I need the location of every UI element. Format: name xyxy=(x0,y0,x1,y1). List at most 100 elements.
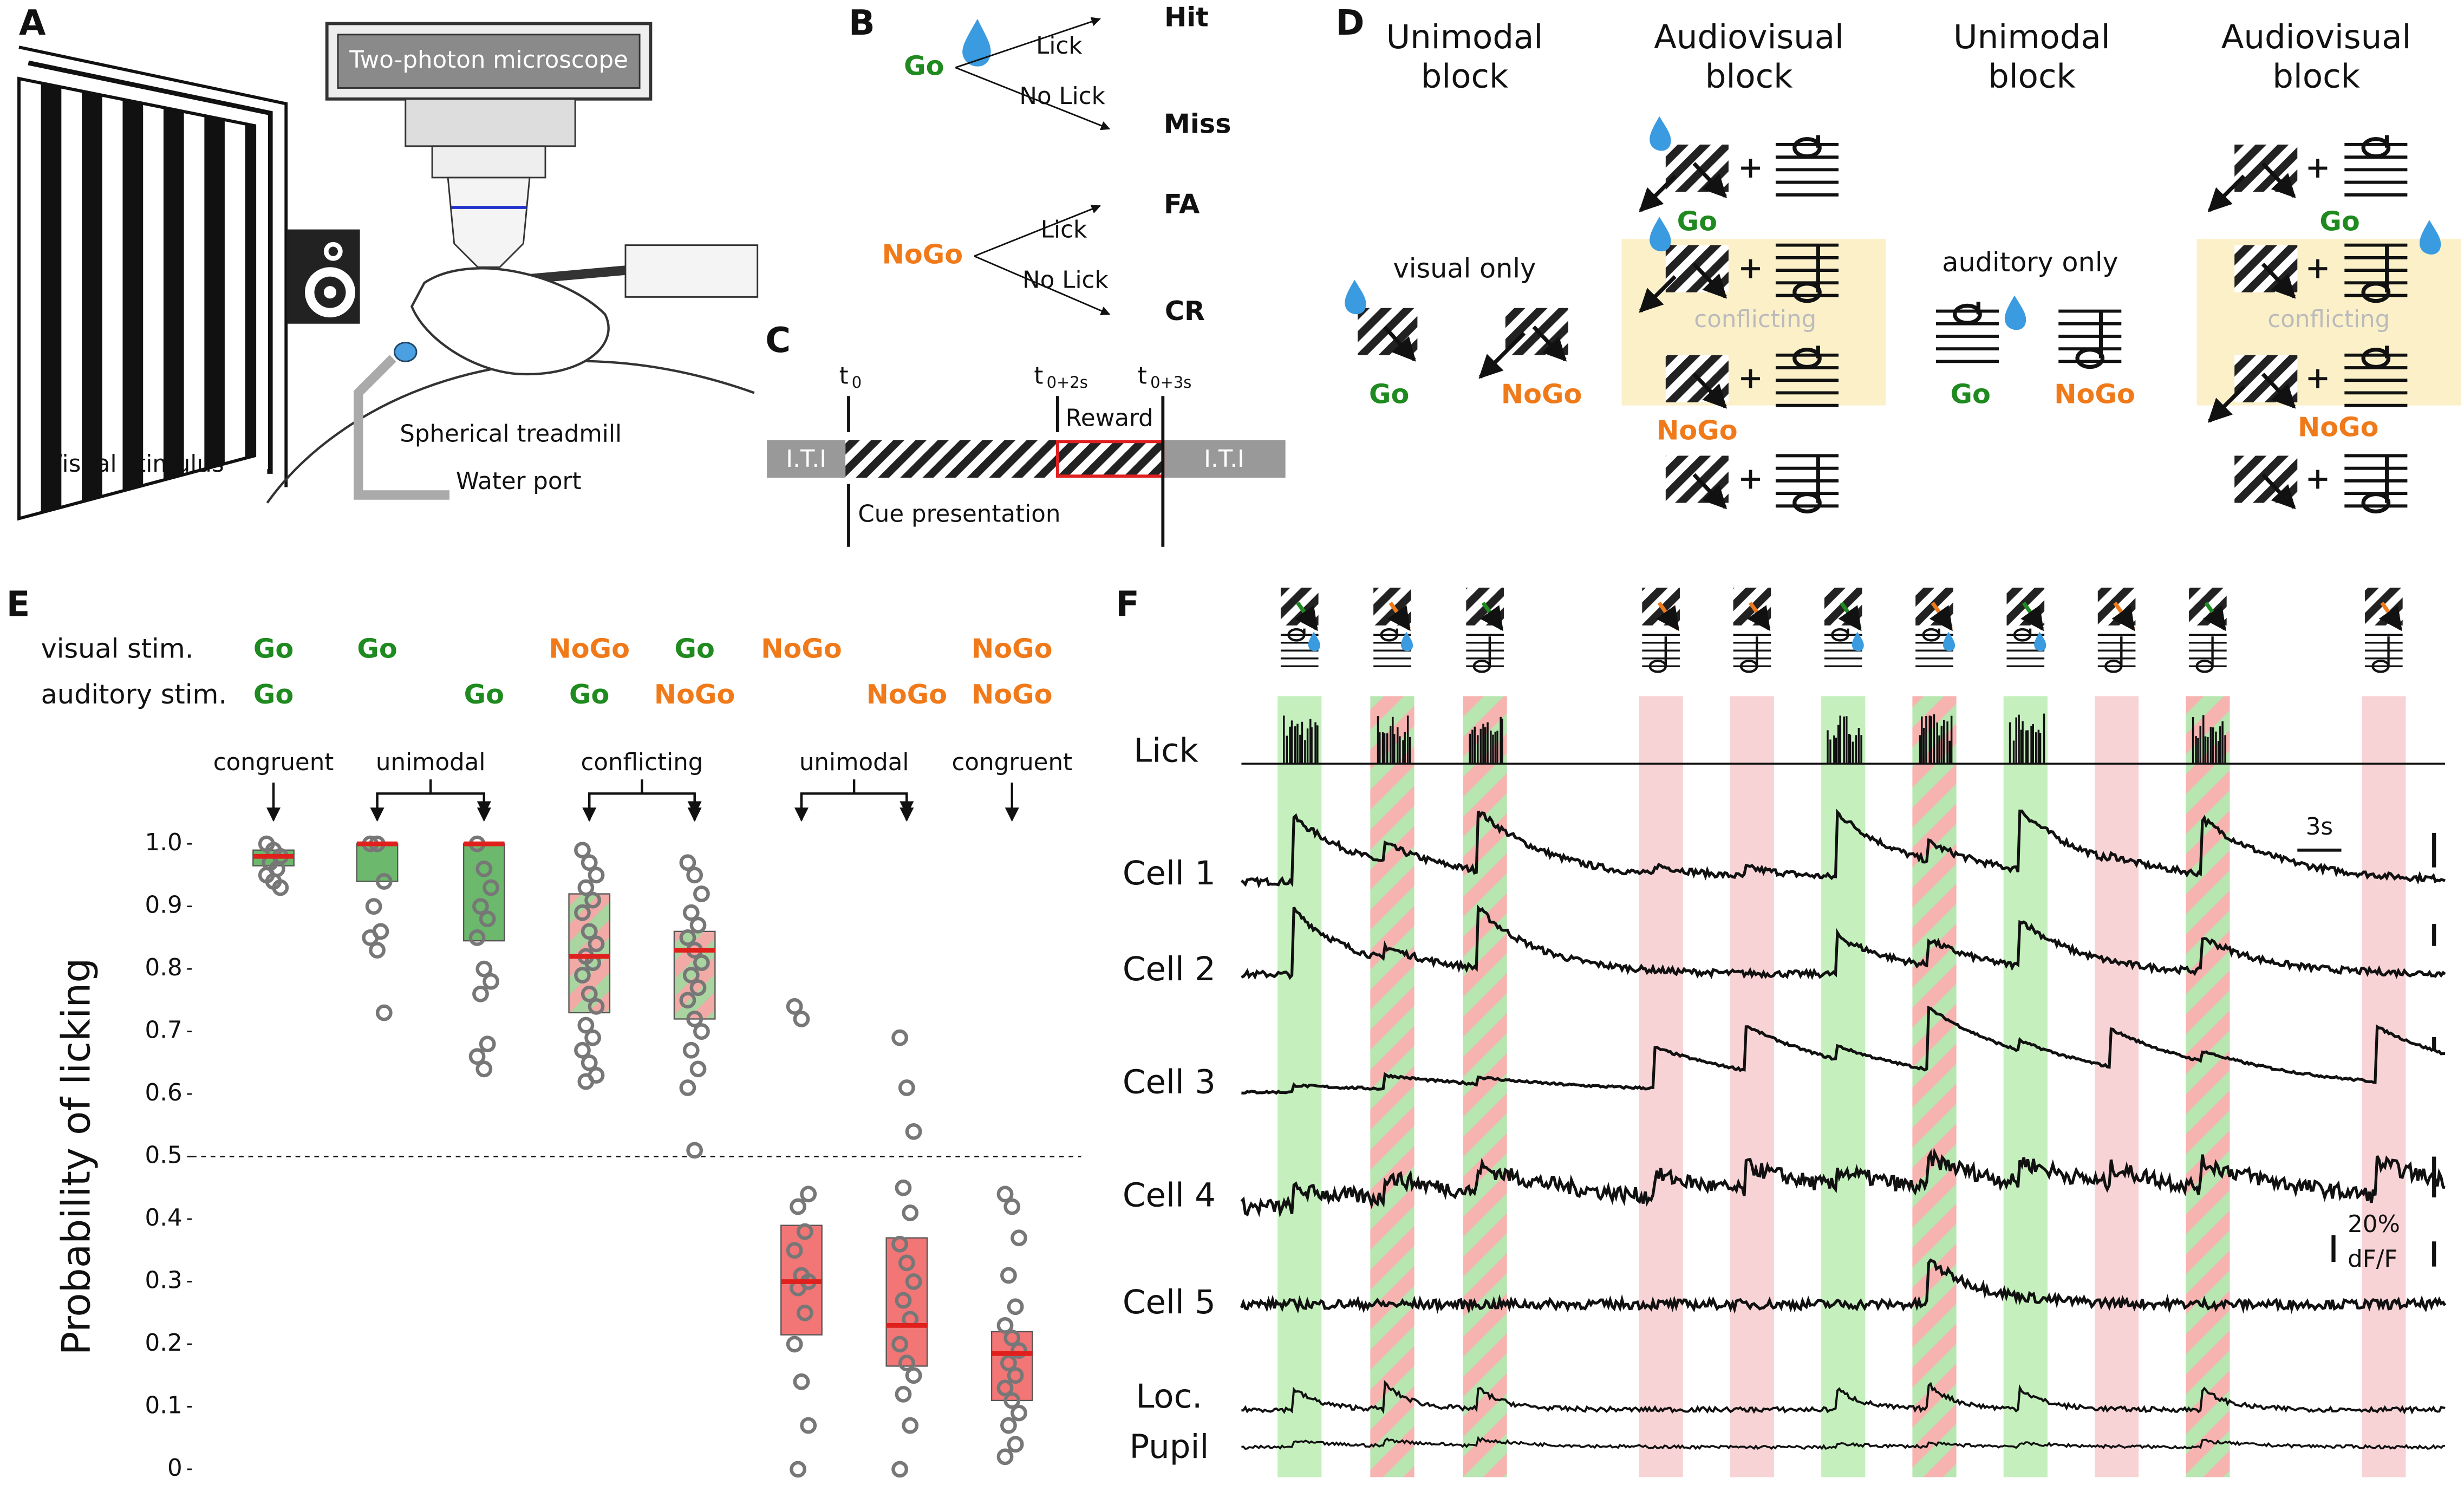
data-point xyxy=(891,1029,908,1046)
arrow xyxy=(2378,601,2403,631)
data-point xyxy=(996,1448,1014,1466)
data-point xyxy=(786,998,803,1015)
note xyxy=(2371,659,2390,673)
trial-shade xyxy=(2186,696,2230,1477)
data-point xyxy=(682,1041,700,1059)
data-point xyxy=(895,1179,912,1196)
panel-f: F Lick Cell 1 Cell 2 Cell 3 Cell 4 Cell 5 Loc.… xyxy=(1116,585,2447,1477)
go-nogo-label: Go xyxy=(2319,206,2359,237)
go-label: Go xyxy=(904,50,944,81)
panel-label: A xyxy=(19,3,46,43)
nogo-label: NoGo xyxy=(882,238,963,270)
label: t xyxy=(839,362,849,389)
panel-e: E visual stim. auditory stim. Probabilit… xyxy=(6,585,1081,1482)
data-point xyxy=(468,1048,486,1065)
block-title: block xyxy=(1705,57,1793,96)
arrow xyxy=(1692,373,1728,409)
drop xyxy=(2004,295,2026,330)
df-scale-label: dF/F xyxy=(2348,1246,2397,1273)
trace-label: Cell 5 xyxy=(1123,1283,1216,1321)
arrow xyxy=(2207,385,2246,423)
label: Spherical treadmill xyxy=(400,421,622,448)
label: Two-photon microscope xyxy=(349,47,628,74)
go-nogo-label: Go xyxy=(1677,206,1717,237)
stim-label: NoGo xyxy=(866,679,948,710)
data-point xyxy=(679,992,696,1009)
cell-trace xyxy=(1241,1006,2446,1095)
arrow xyxy=(1478,331,1526,379)
drop xyxy=(1650,217,1671,252)
row-label: visual stim. xyxy=(41,633,194,665)
arrow xyxy=(1692,262,1728,299)
data-point xyxy=(588,935,605,953)
stim-label: NoGo xyxy=(972,633,1053,665)
stim-label: NoGo xyxy=(549,633,630,665)
data-point xyxy=(479,1035,496,1053)
block-title: Unimodal xyxy=(1386,18,1543,56)
data-point xyxy=(686,1142,703,1159)
data-point xyxy=(996,1379,1014,1397)
data-point xyxy=(898,1079,915,1096)
lick-trace xyxy=(1241,713,2446,765)
note xyxy=(1953,303,1982,325)
data-point xyxy=(375,873,393,890)
data-point xyxy=(272,879,289,896)
data-point xyxy=(1003,1392,1021,1409)
data-point xyxy=(793,1373,810,1390)
data-point xyxy=(362,929,379,946)
arrow xyxy=(1480,601,1504,631)
group-label: congruent xyxy=(213,749,334,776)
block-title: block xyxy=(1988,57,2076,96)
data-point xyxy=(483,973,499,990)
go-nogo-label: NoGo xyxy=(2054,379,2135,410)
panel-label: C xyxy=(765,321,791,361)
data-point xyxy=(1000,1417,1017,1434)
data-point xyxy=(682,904,700,921)
data-point xyxy=(891,1235,908,1253)
trial-shade xyxy=(1730,696,1775,1477)
outcome: CR xyxy=(1165,295,1205,327)
data-point xyxy=(1011,1229,1027,1247)
data-point xyxy=(1011,1342,1027,1359)
data-point xyxy=(581,1054,598,1071)
locomotion-trace xyxy=(1241,1380,2446,1415)
note xyxy=(2104,659,2123,673)
data-point xyxy=(891,1461,908,1478)
drop xyxy=(1852,631,1864,652)
trial-shade xyxy=(2362,696,2406,1477)
drop xyxy=(2419,220,2441,255)
bracket xyxy=(588,792,702,816)
label: visual only xyxy=(1393,253,1536,284)
bracket xyxy=(800,792,914,816)
panel-b: B Go Lick No Lick Hit Miss NoGo Lick No … xyxy=(849,1,1231,327)
y-axis-title: Probability of licking xyxy=(54,958,99,1356)
go-nogo-label: NoGo xyxy=(1501,379,1582,410)
data-point xyxy=(905,1123,922,1140)
arrow xyxy=(2261,162,2296,198)
cue-block xyxy=(845,440,1163,478)
group-label: unimodal xyxy=(376,749,486,776)
label: I.T.I xyxy=(1204,446,1244,473)
data-point xyxy=(895,1292,912,1309)
label: 0+3s xyxy=(1150,373,1191,392)
data-point xyxy=(588,998,605,1015)
data-point xyxy=(588,867,605,884)
pupil-trace xyxy=(1241,1435,2446,1450)
panel-label: B xyxy=(849,3,875,43)
go-nogo-label: NoGo xyxy=(1657,414,1738,446)
data-point xyxy=(574,842,591,859)
label: conflicting xyxy=(1694,306,1816,333)
iti-block xyxy=(1163,440,1286,478)
data-point xyxy=(365,898,382,915)
arrow xyxy=(1655,601,1680,631)
arrow xyxy=(2261,473,2296,510)
data-point xyxy=(577,879,595,896)
arrow xyxy=(1747,601,1771,631)
data-point xyxy=(796,1223,813,1240)
data-point xyxy=(375,1004,393,1021)
df-scale-label: 20% xyxy=(2348,1211,2400,1238)
stim-label: NoGo xyxy=(761,633,842,665)
data-point xyxy=(1007,1367,1024,1384)
drop xyxy=(1650,116,1671,151)
